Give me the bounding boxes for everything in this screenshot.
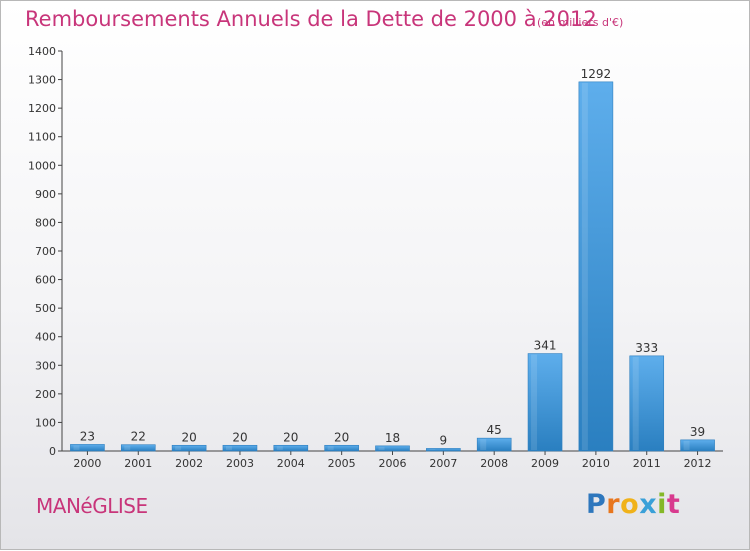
x-tick-label: 2007 [429,457,457,470]
proxiti-logo: Proxit [586,489,681,520]
bar-highlight [581,82,588,450]
data-label: 23 [80,429,95,443]
bar [680,439,715,452]
bar [426,448,461,452]
bar-highlight [480,439,487,450]
bar-highlight [73,445,80,450]
bar-highlight [378,446,385,450]
y-tick-label: 700 [35,245,56,258]
data-label: 22 [131,430,146,444]
bar-highlight [632,356,639,450]
chart-unit: (en milliers d'€) [537,16,624,29]
x-tick-label: 2004 [277,457,305,470]
y-tick-label: 200 [35,388,56,401]
y-tick-label: 1000 [28,159,56,172]
y-tick-label: 100 [35,416,56,429]
y-tick-label: 500 [35,302,56,315]
bar [222,444,258,452]
bar [273,444,309,452]
bar-highlight [531,354,538,450]
bar [629,355,665,452]
x-tick-label: 2006 [379,457,407,470]
y-tick-label: 0 [49,445,56,458]
y-tick-label: 800 [35,216,56,229]
bar-highlight [327,446,334,450]
bar-highlight [276,446,283,450]
x-tick-label: 2008 [480,457,508,470]
data-label: 1292 [581,67,612,81]
x-tick-label: 2003 [226,457,254,470]
bar-highlight [225,446,232,450]
data-label: 45 [487,423,502,437]
x-tick-label: 2000 [73,457,101,470]
data-label: 20 [334,430,349,444]
bar-highlight [683,440,690,450]
y-tick-label: 1400 [28,45,56,58]
data-label: 20 [181,430,196,444]
data-label: 39 [690,425,705,439]
bar-highlight [175,446,182,450]
x-tick-label: 2002 [175,457,203,470]
commune-name: MANéGLISE [36,494,148,518]
x-tick-label: 2010 [582,457,610,470]
x-tick-label: 2005 [328,457,356,470]
data-label: 20 [232,430,247,444]
bar-highlight [124,445,131,450]
data-label: 9 [440,433,448,447]
y-tick-label: 600 [35,274,56,287]
data-label: 18 [385,431,400,445]
y-tick-label: 900 [35,188,56,201]
bar-highlight [429,449,436,450]
y-tick-label: 1300 [28,74,56,87]
bar [476,437,512,452]
data-label: 20 [283,430,298,444]
data-label: 333 [635,341,658,355]
data-label: 341 [534,339,557,353]
y-tick-label: 400 [35,331,56,344]
y-tick-label: 1100 [28,131,56,144]
x-tick-label: 2012 [684,457,712,470]
y-tick-label: 1200 [28,102,56,115]
x-tick-label: 2011 [633,457,661,470]
bar [120,444,156,452]
chart-title: Remboursements Annuels de la Dette de 20… [25,7,597,31]
bar [324,444,359,452]
bar [578,81,614,452]
x-tick-label: 2009 [531,457,559,470]
bar [527,353,563,452]
bar [70,444,105,452]
bar [171,444,207,452]
bar [375,445,410,452]
y-tick-label: 300 [35,359,56,372]
x-tick-label: 2001 [124,457,152,470]
